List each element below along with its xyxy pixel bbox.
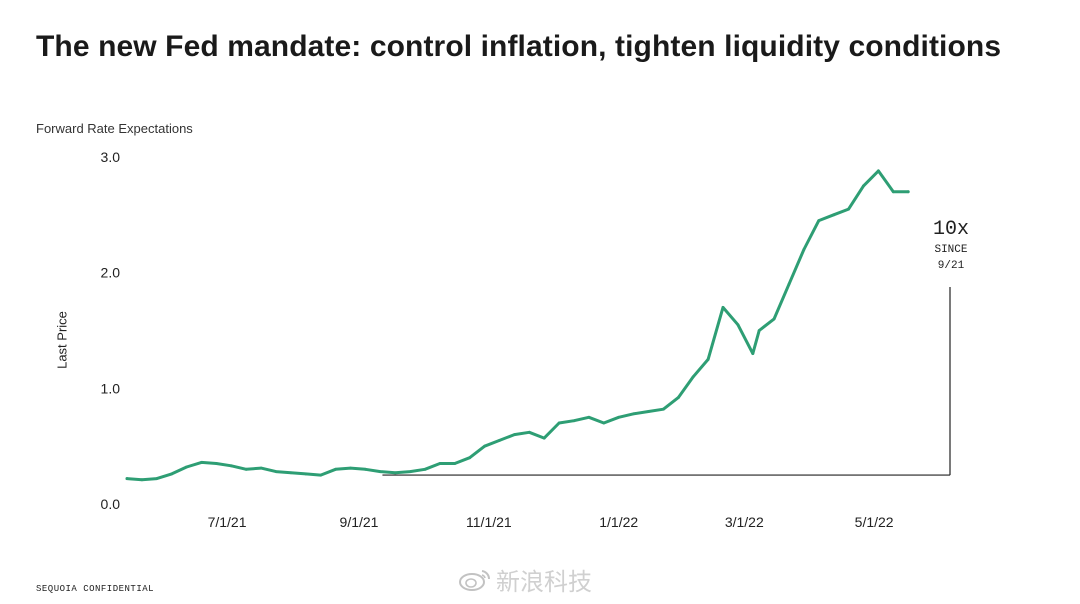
data-point (140, 478, 144, 482)
data-point (289, 471, 293, 475)
data-point (453, 462, 457, 465)
x-tick-label: 3/1/22 (725, 514, 764, 530)
data-point (557, 421, 561, 425)
data-point (185, 465, 189, 469)
annotation-since: SINCE (934, 244, 967, 256)
data-point (751, 352, 755, 356)
data-point (498, 438, 501, 442)
data-point (215, 462, 218, 465)
page-title: The new Fed mandate: control inflation, … (36, 30, 1002, 63)
data-point (304, 472, 308, 476)
data-point (438, 462, 442, 465)
data-point (706, 358, 710, 361)
data-point (334, 467, 338, 471)
data-point (721, 305, 725, 309)
data-point (832, 213, 836, 217)
footer-confidential: SEQUOIA CONFIDENTIAL (36, 584, 155, 594)
data-point (170, 472, 174, 476)
data-point (757, 329, 761, 332)
data-point (259, 466, 263, 470)
data-point (423, 467, 427, 471)
x-tick-label: 1/1/22 (599, 514, 638, 530)
data-point (817, 219, 821, 223)
data-point (319, 473, 323, 477)
data-point (906, 190, 910, 194)
data-point (274, 470, 278, 474)
x-tick-label: 11/1/21 (466, 514, 512, 530)
watermark: 新浪科技 (458, 562, 592, 597)
data-point (647, 410, 650, 413)
series-line (125, 169, 910, 482)
data-point (468, 456, 472, 460)
data-point (617, 415, 621, 419)
y-tick-label: 1.0 (101, 380, 121, 396)
data-point (244, 467, 248, 471)
weibo-logo-icon (459, 569, 491, 591)
data-point (862, 184, 865, 188)
annotation-multiplier: 10x (933, 218, 969, 241)
data-point (483, 444, 487, 448)
data-point (772, 317, 776, 321)
data-point (662, 407, 665, 411)
data-point (587, 415, 591, 419)
chart-subtitle: Forward Rate Expectations (36, 121, 193, 136)
data-point (787, 282, 791, 286)
x-tick-label: 7/1/21 (208, 514, 247, 530)
data-point (408, 470, 412, 474)
data-point (572, 419, 576, 423)
annotation-date: 9/21 (938, 260, 965, 272)
data-point (155, 477, 159, 480)
x-tick-label: 9/1/21 (340, 514, 379, 530)
data-point (200, 460, 203, 464)
data-point (542, 436, 546, 440)
data-point (876, 169, 880, 173)
x-tick-label: 5/1/22 (855, 514, 894, 530)
data-point (125, 477, 129, 480)
y-tick-label: 0.0 (101, 496, 121, 512)
watermark-text: 新浪科技 (496, 569, 592, 596)
y-tick-label: 2.0 (101, 265, 121, 281)
data-point (513, 433, 516, 436)
data-point (393, 471, 397, 475)
y-tick-label: 3.0 (101, 149, 121, 165)
data-point (527, 430, 531, 434)
data-point (736, 323, 740, 327)
data-point (847, 207, 850, 211)
data-point (364, 467, 367, 471)
data-point (378, 470, 382, 474)
data-point (632, 412, 636, 416)
data-point (691, 375, 695, 379)
data-point (349, 466, 352, 470)
data-point (229, 464, 233, 468)
data-point (802, 248, 806, 251)
data-point (891, 190, 895, 194)
data-point (676, 396, 680, 399)
data-point (602, 421, 606, 425)
